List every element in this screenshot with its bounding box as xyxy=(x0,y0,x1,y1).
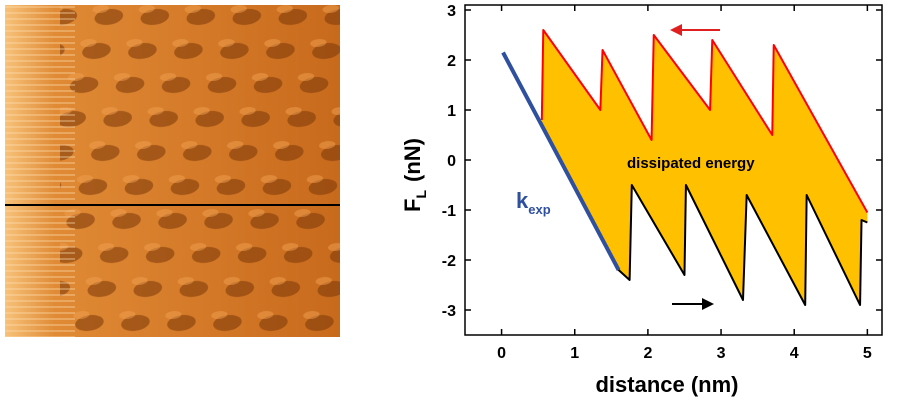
y-label-main: F xyxy=(400,199,425,212)
series-line xyxy=(501,51,621,271)
y-tick-label: -3 xyxy=(442,303,456,320)
x-tick-label: 4 xyxy=(790,345,799,362)
plot: 0 1 2 3 4 5 -3 -2 -1 0 1 2 3 xyxy=(442,3,883,362)
energy-annotation: dissipated energy xyxy=(627,155,755,172)
x-axis-label: distance (nm) xyxy=(595,372,738,397)
x-tick-label: 0 xyxy=(497,345,506,362)
y-tick-label: 0 xyxy=(447,153,456,170)
y-tick-label: 3 xyxy=(447,3,456,20)
x-tick-label: 5 xyxy=(863,345,872,362)
y-tick-label: 2 xyxy=(447,53,456,70)
dissipated-area xyxy=(541,30,868,305)
y-axis-label: FL (nN) xyxy=(400,138,429,212)
series-line xyxy=(540,29,869,213)
y-tick-label: -1 xyxy=(442,203,456,220)
x-tick-label: 3 xyxy=(717,345,726,362)
y-label-sub: L xyxy=(413,190,429,199)
k-annotation: kexp xyxy=(516,188,551,217)
x-tick-label: 2 xyxy=(643,345,652,362)
direction-arrows xyxy=(670,24,720,310)
series-line xyxy=(502,52,868,306)
y-label-unit: (nN) xyxy=(400,138,425,182)
y-tick-label: -2 xyxy=(442,253,456,270)
x-tick-label: 1 xyxy=(570,345,579,362)
plot-frame xyxy=(464,4,883,336)
afm-image xyxy=(5,5,340,337)
k-main: k xyxy=(516,188,529,213)
k-sub: exp xyxy=(528,202,550,217)
y-tick-label: 1 xyxy=(447,103,456,120)
